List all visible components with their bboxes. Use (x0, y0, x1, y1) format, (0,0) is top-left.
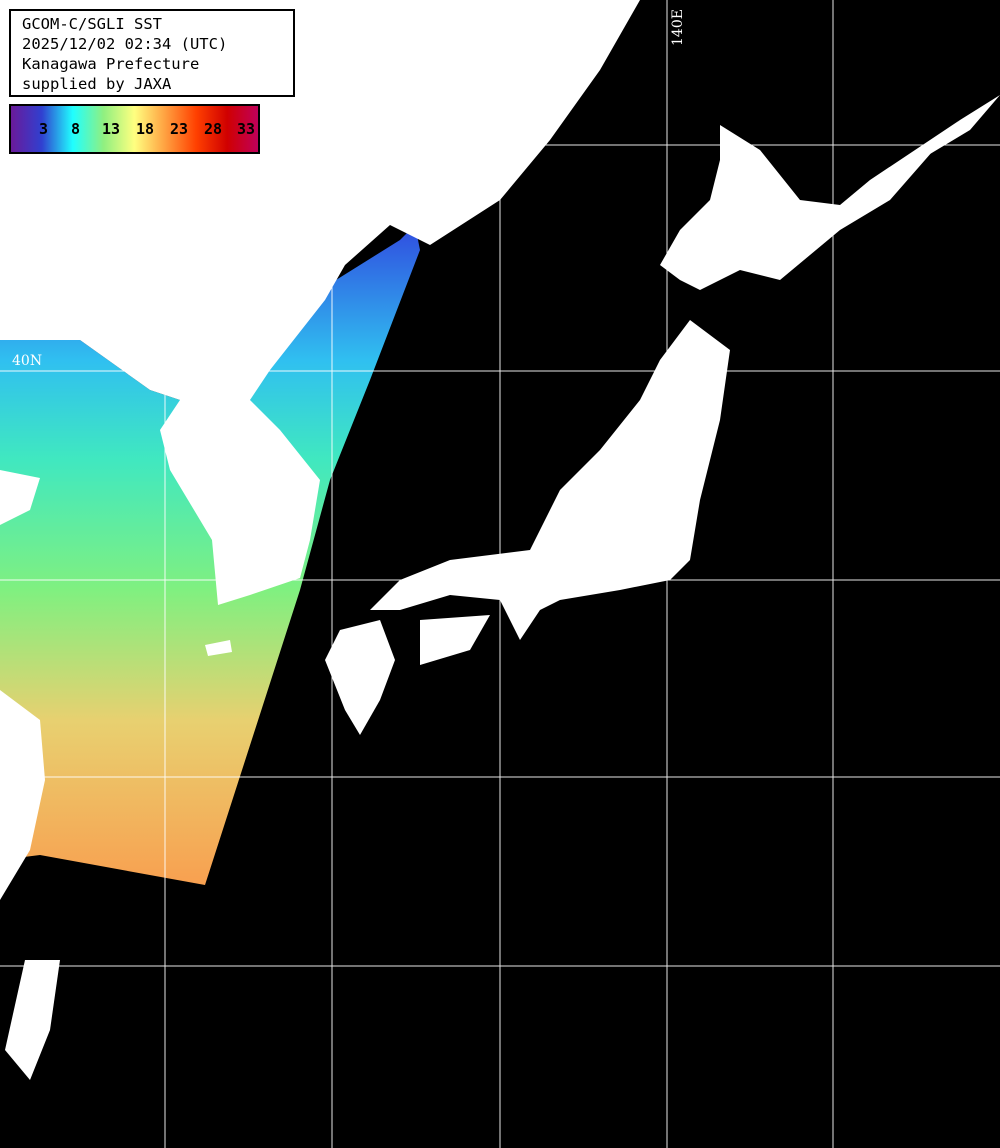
land-jeju (205, 640, 232, 656)
info-box: GCOM-C/SGLI SST 2025/12/02 02:34 (UTC) K… (9, 9, 295, 97)
land-sakhalin (870, 95, 1000, 185)
land-shikoku (420, 615, 490, 665)
lat-label-40n: 40N (12, 353, 43, 369)
land-kyushu (325, 620, 395, 735)
land-honshu (370, 320, 730, 640)
sst-colorbar: 3 8 13 18 23 28 33 (9, 104, 260, 154)
supplier-credit: supplied by JAXA (22, 75, 172, 93)
colorbar-label: 3 (39, 120, 49, 138)
land-taiwan (5, 960, 60, 1080)
colorbar-label: 23 (170, 120, 189, 138)
colorbar-label: 8 (71, 120, 81, 138)
product-title: GCOM-C/SGLI SST (22, 15, 162, 33)
land-asia-mainland (0, 0, 640, 400)
land-china-coast-north (0, 470, 40, 525)
colorbar-label: 28 (204, 120, 223, 138)
region-name: Kanagawa Prefecture (22, 55, 200, 73)
colorbar-label: 13 (102, 120, 121, 138)
observation-time: 2025/12/02 02:34 (UTC) (22, 35, 228, 53)
colorbar-label: 33 (237, 120, 256, 138)
land-china-coast-south (0, 690, 45, 900)
land-hokkaido (660, 120, 960, 290)
sst-swath (0, 225, 420, 885)
land-areas (0, 0, 1000, 1080)
colorbar-label: 18 (136, 120, 155, 138)
land-korea (160, 400, 320, 605)
lon-label-140e: 140E (670, 9, 686, 46)
